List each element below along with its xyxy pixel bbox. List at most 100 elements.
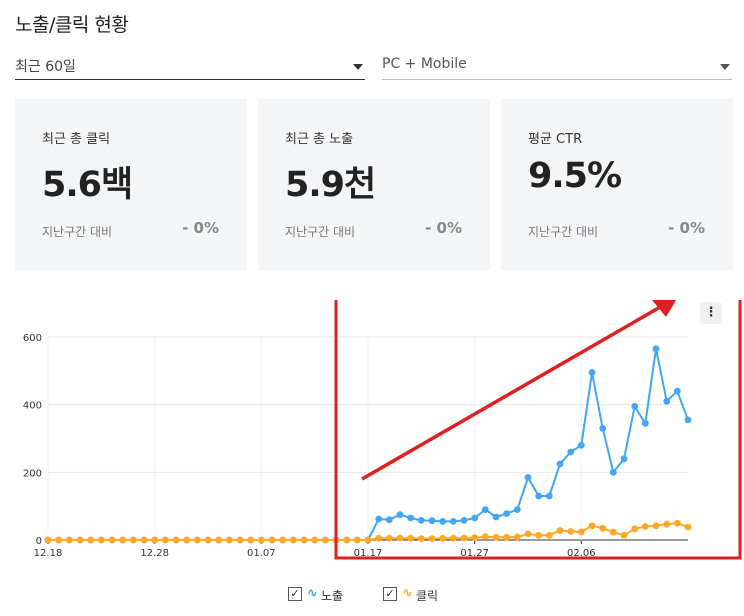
legend-checkbox[interactable]: ✓ <box>288 587 302 601</box>
data-point-impressions <box>460 517 468 524</box>
data-point-clicks <box>460 534 468 542</box>
data-point-clicks <box>343 536 351 544</box>
data-point-clicks <box>225 536 233 544</box>
data-point-clicks <box>108 536 116 544</box>
data-point-clicks <box>407 534 415 542</box>
data-point-impressions <box>684 416 692 424</box>
data-point-impressions <box>535 492 543 500</box>
data-point-impressions <box>663 397 671 405</box>
card-label: 최근 총 노출 <box>285 132 354 147</box>
card-value: 9.5% <box>528 156 622 196</box>
card-delta: - 0% <box>668 219 705 237</box>
highlight-box <box>334 300 742 560</box>
more-vertical-icon[interactable]: ⋮ <box>700 302 722 324</box>
data-point-clicks <box>257 536 265 544</box>
total-clicks-card: 최근 총 클릭 5.6백 지난구간 대비 - 0% <box>15 99 247 270</box>
data-point-impressions <box>375 515 383 523</box>
data-point-clicks <box>385 534 393 542</box>
card-delta: - 0% <box>182 219 219 237</box>
data-point-impressions <box>417 517 425 524</box>
data-point-clicks <box>353 536 361 544</box>
data-point-clicks <box>641 523 649 530</box>
data-point-clicks <box>279 536 287 544</box>
data-point-clicks <box>545 531 553 539</box>
data-point-clicks <box>428 535 436 542</box>
data-point-clicks <box>609 528 617 536</box>
card-compare-label: 지난구간 대비 <box>528 225 599 239</box>
card-value: 5.6백 <box>42 165 133 205</box>
data-point-impressions <box>599 424 607 432</box>
data-point-impressions <box>609 468 617 476</box>
card-label: 평균 CTR <box>528 132 583 147</box>
data-point-clicks <box>375 534 383 542</box>
data-point-clicks <box>311 536 319 544</box>
data-point-clicks <box>599 524 607 532</box>
card-delta: - 0% <box>425 219 462 237</box>
data-point-impressions <box>407 514 415 522</box>
data-point-impressions <box>471 514 479 522</box>
data-point-clicks <box>76 536 84 544</box>
data-point-clicks <box>556 527 564 534</box>
data-point-clicks <box>631 525 639 533</box>
x-tick-label: 01.27 <box>460 548 489 559</box>
total-impressions-card: 최근 총 노출 5.9천 지난구간 대비 - 0% <box>258 99 490 270</box>
x-tick-label: 02.06 <box>567 548 596 559</box>
page-title: 노출/클릭 현황 <box>15 14 129 36</box>
card-label: 최근 총 클릭 <box>42 132 111 147</box>
data-point-clicks <box>161 536 169 544</box>
legend-checkbox[interactable]: ✓ <box>383 587 397 601</box>
data-point-impressions <box>481 506 489 513</box>
data-point-impressions <box>385 516 393 524</box>
data-point-clicks <box>524 530 532 538</box>
data-point-clicks <box>140 536 148 544</box>
data-point-impressions <box>428 517 436 525</box>
data-point-impressions <box>449 518 457 525</box>
period-select[interactable]: 최근 60일 <box>15 52 365 80</box>
data-point-clicks <box>663 520 671 528</box>
data-point-clicks <box>620 531 628 539</box>
data-point-impressions <box>556 460 564 468</box>
data-point-clicks <box>129 536 137 544</box>
data-point-clicks <box>567 528 575 535</box>
chevron-down-icon <box>353 64 363 70</box>
data-point-clicks <box>471 534 479 541</box>
y-tick-label: 400 <box>23 401 42 412</box>
data-point-clicks <box>183 536 191 544</box>
chevron-down-icon <box>720 64 730 70</box>
data-point-clicks <box>119 536 127 544</box>
data-point-impressions <box>631 403 639 410</box>
x-tick-label: 12.28 <box>140 548 169 559</box>
x-tick-label: 12.18 <box>34 548 63 559</box>
data-point-clicks <box>684 523 692 531</box>
data-point-clicks <box>151 536 159 544</box>
data-point-clicks <box>87 536 95 544</box>
data-point-impressions <box>577 441 585 449</box>
data-point-clicks <box>300 536 308 544</box>
data-point-impressions <box>396 511 404 518</box>
data-point-clicks <box>65 536 73 544</box>
data-point-clicks <box>439 534 447 542</box>
data-point-clicks <box>449 534 457 542</box>
data-point-clicks <box>172 536 180 544</box>
y-tick-label: 200 <box>23 468 42 479</box>
line-series-icon: ∿ <box>307 586 318 601</box>
data-point-impressions <box>503 510 511 517</box>
trend-arrow-line <box>361 304 663 481</box>
data-point-impressions <box>524 474 532 481</box>
data-point-clicks <box>588 522 596 530</box>
legend-label: 클릭 <box>416 589 439 603</box>
trend-arrow-head <box>652 300 677 317</box>
data-point-clicks <box>193 536 201 544</box>
x-tick-label: 01.17 <box>354 548 383 559</box>
data-point-clicks <box>513 533 521 541</box>
data-point-impressions <box>567 448 575 456</box>
data-point-clicks <box>215 536 223 544</box>
data-point-clicks <box>321 536 329 544</box>
data-point-impressions <box>588 369 596 376</box>
data-point-impressions <box>439 518 447 525</box>
data-point-clicks <box>481 533 489 540</box>
legend-label: 노출 <box>321 589 344 603</box>
data-point-impressions <box>641 419 649 427</box>
card-value: 5.9천 <box>285 165 376 205</box>
device-select[interactable]: PC + Mobile <box>382 52 732 80</box>
